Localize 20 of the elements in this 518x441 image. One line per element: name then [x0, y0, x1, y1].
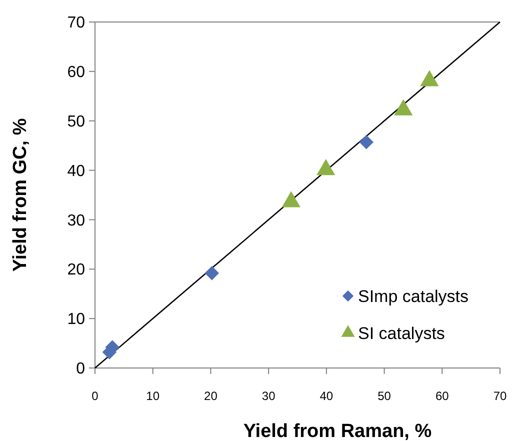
x-tick-label: 20: [204, 389, 218, 403]
x-tick-label: 10: [146, 389, 160, 403]
y-tick-label: 50: [67, 113, 86, 130]
y-tick-label: 30: [67, 212, 86, 230]
y-tick-label: 70: [67, 14, 86, 32]
y-tick-label: 60: [67, 64, 86, 82]
y-tick-label: 10: [67, 311, 86, 328]
legend-label: SImp catalysts: [358, 286, 469, 306]
y-tick-label: 0: [76, 360, 86, 378]
x-axis-title: Yield from Raman, %: [243, 421, 432, 441]
y-tick-label: 20: [67, 262, 86, 279]
x-tick-label: 30: [262, 389, 276, 403]
y-axis-title: Yield from GC, %: [10, 118, 31, 272]
x-tick-label: 0: [92, 389, 99, 403]
x-tick-label: 50: [378, 389, 392, 403]
x-tick-label: 60: [435, 389, 450, 403]
x-tick-label: 40: [320, 389, 334, 403]
x-tick-label: 70: [493, 389, 507, 403]
y-tick-label: 40: [67, 162, 86, 180]
legend-label: SI catalysts: [358, 324, 445, 343]
